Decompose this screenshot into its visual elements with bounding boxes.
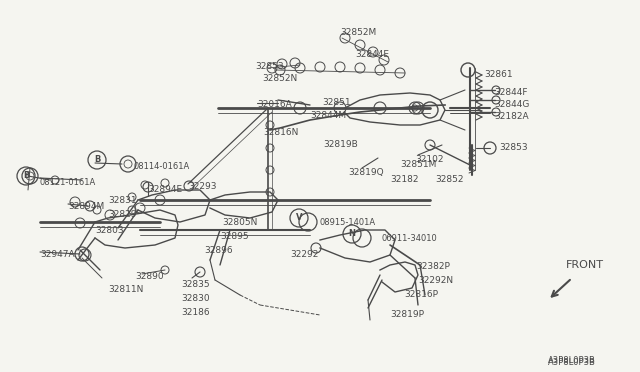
Text: 32819P: 32819P — [390, 310, 424, 319]
Text: 32844G: 32844G — [494, 100, 529, 109]
Text: V: V — [296, 214, 302, 222]
Text: 06911-34010: 06911-34010 — [382, 234, 438, 243]
Text: 32816P: 32816P — [404, 290, 438, 299]
Text: 32851M: 32851M — [400, 160, 436, 169]
Text: 32894E: 32894E — [148, 185, 182, 194]
Text: 08114-0161A: 08114-0161A — [133, 162, 189, 171]
Text: 32816N: 32816N — [263, 128, 298, 137]
Text: 32292N: 32292N — [418, 276, 453, 285]
Text: FRONT: FRONT — [566, 260, 604, 270]
Text: 32293: 32293 — [188, 182, 216, 191]
Text: 32819Q: 32819Q — [348, 168, 383, 177]
Text: 32947A: 32947A — [40, 250, 75, 259]
Text: 32835: 32835 — [181, 280, 210, 289]
Text: 32819B: 32819B — [323, 140, 358, 149]
Text: 32102: 32102 — [415, 155, 444, 164]
Text: 32896: 32896 — [204, 246, 232, 255]
Text: A3P8L0P3B: A3P8L0P3B — [548, 358, 596, 367]
Text: 32803: 32803 — [95, 226, 124, 235]
Text: 32182: 32182 — [390, 175, 419, 184]
Text: B: B — [23, 171, 29, 180]
Text: 32844F: 32844F — [494, 88, 527, 97]
Text: 32851: 32851 — [322, 98, 351, 107]
Text: 32895: 32895 — [220, 232, 248, 241]
Text: 32831: 32831 — [108, 196, 136, 205]
Text: 08915-1401A: 08915-1401A — [320, 218, 376, 227]
Text: 32852N: 32852N — [262, 74, 297, 83]
Text: 32890: 32890 — [135, 272, 164, 281]
Text: 32186: 32186 — [181, 308, 210, 317]
Text: 32844M: 32844M — [310, 111, 346, 120]
Text: 32811N: 32811N — [108, 285, 143, 294]
Text: 32830: 32830 — [181, 294, 210, 303]
Text: 32844E: 32844E — [355, 50, 389, 59]
Text: 32853: 32853 — [255, 62, 284, 71]
Text: 32894M: 32894M — [68, 202, 104, 211]
Text: A3P8L0P3B: A3P8L0P3B — [548, 356, 596, 365]
Text: 08121-0161A: 08121-0161A — [40, 178, 96, 187]
Text: 32016A: 32016A — [257, 100, 292, 109]
Text: 32182A: 32182A — [494, 112, 529, 121]
Text: 32852M: 32852M — [340, 28, 376, 37]
Text: 32805N: 32805N — [222, 218, 257, 227]
Text: 32861: 32861 — [484, 70, 513, 79]
Text: B: B — [94, 155, 100, 164]
Text: 32852: 32852 — [435, 175, 463, 184]
Text: 32292: 32292 — [290, 250, 318, 259]
Text: N: N — [349, 230, 355, 238]
Text: 32382P: 32382P — [416, 262, 450, 271]
Text: 32853: 32853 — [499, 143, 527, 152]
Text: 32829: 32829 — [108, 210, 136, 219]
